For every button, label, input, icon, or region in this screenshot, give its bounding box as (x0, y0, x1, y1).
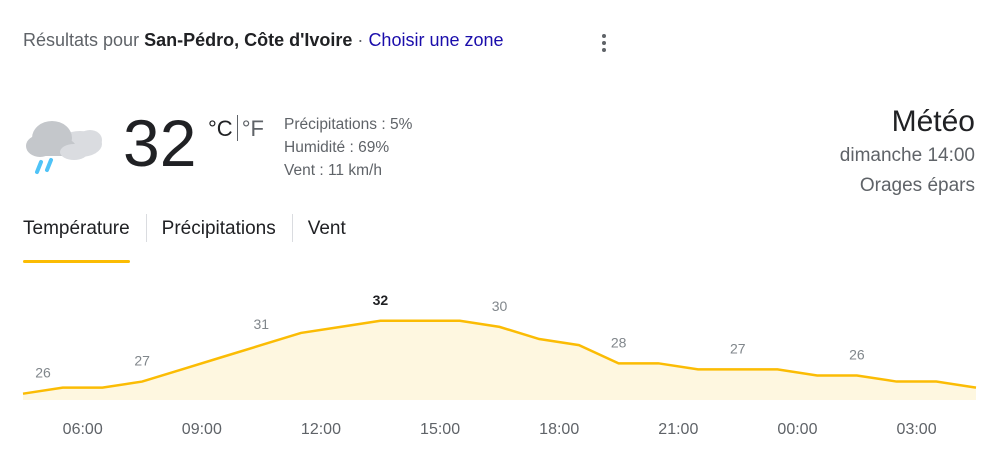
temperature-chart: 26 27 31 32 30 28 27 26 06:00 09:00 12:00 15:00 18:… (22, 292, 977, 438)
value-label: 32 (373, 292, 389, 308)
value-label: 28 (611, 334, 627, 350)
weather-summary: Météo dimanche 14:00 Orages épars (840, 103, 975, 201)
humidity-text: Humidité : 69% (284, 139, 390, 156)
wind-text: Vent : 11 km/h (284, 162, 382, 179)
weather-title: Météo (891, 105, 975, 138)
tick-label: 09:00 (182, 421, 222, 438)
chart-tabs: Température Précipitations Vent (23, 214, 362, 263)
more-options-icon[interactable] (596, 32, 612, 54)
weather-datetime: dimanche 14:00 (839, 145, 975, 166)
location-header: Résultats pour San-Pédro, Côte d'Ivoire … (23, 30, 504, 51)
weather-condition: Orages épars (859, 175, 975, 196)
unit-fahrenheit[interactable]: °F (241, 116, 264, 141)
value-label: 27 (134, 353, 150, 369)
tick-label: 00:00 (777, 421, 817, 438)
unit-toggle: °C °F (208, 115, 264, 142)
tick-label: 06:00 (63, 421, 103, 438)
location-name: San-Pédro, Côte d'Ivoire (144, 30, 353, 50)
value-label: 31 (253, 316, 269, 332)
temperature-area (23, 320, 976, 400)
value-label: 26 (35, 365, 51, 381)
temperature-line (22, 319, 977, 395)
tick-label: 18:00 (539, 421, 579, 438)
unit-divider (236, 115, 238, 141)
tick-label: 15:00 (420, 421, 460, 438)
tab-temperature[interactable]: Température (23, 214, 146, 263)
tick-labels: 06:00 09:00 12:00 15:00 18:00 21:00 00:00 03:00 (63, 421, 937, 438)
tick-label: 12:00 (301, 421, 341, 438)
tab-precipitation[interactable]: Précipitations (145, 214, 292, 254)
precipitation-text: Précipitations : 5% (284, 116, 413, 133)
choose-zone-link[interactable]: Choisir une zone (368, 30, 504, 50)
weather-details: Précipitations : 5% Humidité : 69% Vent … (284, 113, 412, 182)
value-label: 27 (730, 340, 746, 356)
tick-label: 21:00 (658, 421, 698, 438)
tick-label: 03:00 (897, 421, 937, 438)
value-labels: 26 27 31 32 30 28 27 26 (35, 292, 865, 381)
results-prefix: Résultats pour (23, 30, 140, 50)
tab-wind[interactable]: Vent (291, 214, 362, 254)
value-label: 30 (492, 298, 508, 314)
thunderstorm-rain-icon (26, 121, 102, 174)
value-label: 26 (849, 346, 865, 362)
current-temperature: 32 (123, 106, 197, 180)
separator: · (357, 30, 364, 50)
unit-celsius[interactable]: °C (208, 116, 233, 141)
